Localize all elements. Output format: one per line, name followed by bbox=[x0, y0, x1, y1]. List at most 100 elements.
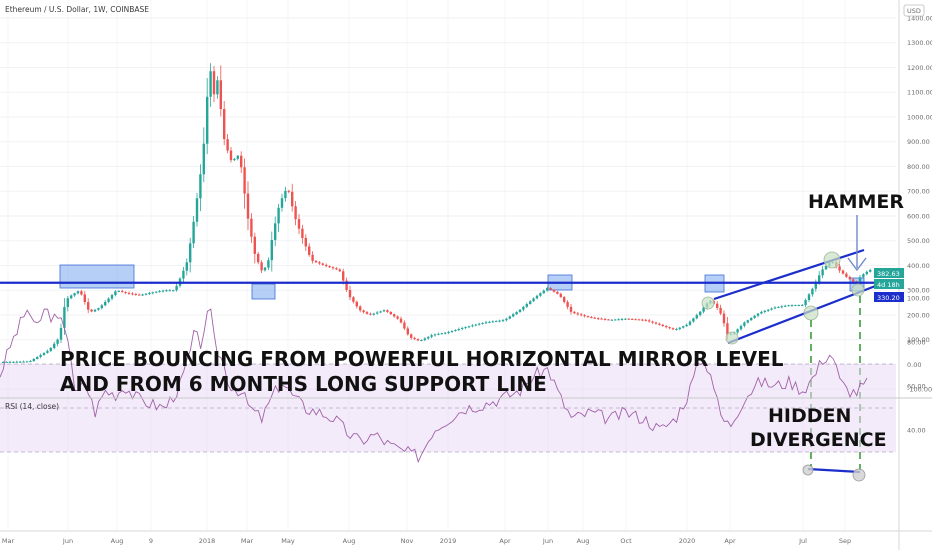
time-tick-label: Aug bbox=[111, 537, 124, 545]
candle-body bbox=[841, 270, 845, 274]
candle-body bbox=[804, 299, 807, 306]
candle-body bbox=[597, 318, 600, 320]
candle-body bbox=[736, 329, 739, 333]
candle-body bbox=[236, 155, 239, 159]
time-tick-label: 2019 bbox=[440, 537, 457, 545]
candle-body bbox=[569, 306, 573, 312]
candle-body bbox=[406, 328, 409, 335]
candle-body bbox=[450, 331, 454, 333]
candle-body bbox=[862, 274, 865, 278]
time-tick-label: May bbox=[281, 537, 295, 545]
candle-body bbox=[121, 290, 124, 293]
candle-body bbox=[131, 293, 134, 295]
candle-body bbox=[76, 291, 80, 294]
price-tick-label: 1000.00 bbox=[907, 113, 932, 121]
candle-body bbox=[185, 262, 188, 271]
candle-body bbox=[790, 305, 794, 307]
candle-body bbox=[495, 320, 498, 322]
candle-body bbox=[430, 335, 433, 337]
candle-body bbox=[440, 333, 443, 335]
candle-body bbox=[403, 322, 406, 329]
rsi-pivot-marker bbox=[852, 468, 866, 482]
rsi-tick-label: 40.00 bbox=[907, 426, 926, 434]
candle-body bbox=[87, 302, 90, 310]
candle-body bbox=[386, 310, 389, 312]
candle-body bbox=[36, 356, 39, 359]
candle-body bbox=[838, 266, 841, 271]
candle-body bbox=[359, 306, 362, 311]
candle-body bbox=[311, 254, 314, 261]
candle-body bbox=[314, 260, 318, 263]
candle-body bbox=[291, 191, 294, 207]
candle-body bbox=[19, 361, 22, 363]
candle-body bbox=[2, 361, 5, 363]
candle-body bbox=[593, 317, 596, 319]
candle-body bbox=[722, 313, 726, 324]
candle-body bbox=[501, 320, 505, 322]
candle-body bbox=[274, 223, 277, 240]
candle-body bbox=[644, 319, 647, 321]
candle-body bbox=[53, 343, 56, 349]
candle-body bbox=[127, 292, 131, 294]
candle-body bbox=[532, 298, 535, 302]
candle-body bbox=[243, 167, 246, 194]
candle-body bbox=[284, 190, 287, 199]
countdown-label: 4d 18h bbox=[877, 281, 900, 289]
candle-body bbox=[93, 309, 97, 312]
candle-body bbox=[399, 318, 403, 323]
currency-badge[interactable]: USD bbox=[907, 7, 921, 15]
candle-body bbox=[63, 306, 66, 328]
candle-body bbox=[780, 306, 783, 308]
price-tick-label: 600.00 bbox=[907, 212, 930, 220]
candle-body bbox=[603, 318, 607, 320]
candle-body bbox=[328, 266, 331, 268]
support-line bbox=[727, 283, 879, 345]
time-tick-label: Aug bbox=[577, 537, 590, 545]
candle-body bbox=[117, 290, 120, 292]
candle-body bbox=[471, 325, 474, 327]
candle-body bbox=[634, 319, 637, 321]
candle-body bbox=[675, 329, 678, 331]
candle-body bbox=[148, 292, 151, 294]
candle-body bbox=[209, 71, 212, 97]
candle-body bbox=[852, 279, 855, 282]
annotation-line-1: PRICE BOUNCING FROM POWERFUL HORIZONTAL … bbox=[60, 347, 784, 371]
candle-body bbox=[32, 358, 35, 361]
pivot-marker bbox=[803, 305, 819, 321]
price-tick-label: 100.00 bbox=[907, 336, 930, 344]
candle-body bbox=[811, 288, 814, 295]
candle-body bbox=[767, 309, 770, 311]
candle-body bbox=[437, 333, 440, 335]
candle-body bbox=[229, 150, 233, 161]
candle-body bbox=[134, 294, 137, 296]
price-tick-label: 1100.00 bbox=[907, 89, 932, 97]
candle-body bbox=[671, 328, 675, 330]
candle-body bbox=[590, 317, 593, 319]
candle-body bbox=[308, 246, 311, 255]
candle-body bbox=[287, 190, 290, 192]
candle-body bbox=[270, 239, 273, 261]
candle-body bbox=[420, 340, 423, 342]
candle-body bbox=[318, 262, 321, 264]
candle-body bbox=[352, 297, 355, 302]
candle-body bbox=[80, 291, 83, 295]
currency-badge-frame[interactable] bbox=[903, 4, 925, 17]
candle-body bbox=[467, 326, 471, 328]
candle-body bbox=[342, 271, 345, 281]
candle-body bbox=[573, 311, 576, 314]
candle-body bbox=[124, 292, 127, 294]
price-tick-label: 400.00 bbox=[907, 262, 930, 270]
rsi-line bbox=[0, 308, 868, 464]
candle-body bbox=[410, 334, 413, 338]
candle-body bbox=[777, 306, 780, 308]
candle-body bbox=[46, 350, 49, 353]
time-tick-label: Apr bbox=[724, 537, 736, 545]
candle-body bbox=[481, 322, 484, 324]
candle-body bbox=[182, 270, 185, 279]
candle-body bbox=[464, 327, 467, 329]
candle-body bbox=[760, 311, 763, 314]
time-tick-label: Nov bbox=[401, 537, 414, 545]
candle-body bbox=[107, 298, 110, 302]
candle-body bbox=[488, 321, 491, 323]
